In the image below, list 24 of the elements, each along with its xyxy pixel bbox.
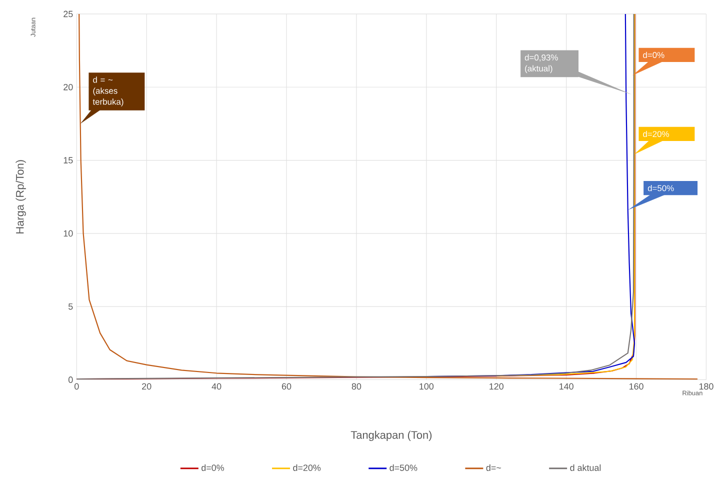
y-axis-title: Harga (Rp/Ton): [16, 160, 26, 234]
legend-label: d=50%: [390, 464, 418, 472]
x-tick-label: 120: [490, 383, 504, 390]
annotation: d=0,93% (aktual): [524, 54, 558, 74]
x-tick-label: 180: [699, 383, 714, 390]
x-axis-title: Tangkapan (Ton): [350, 430, 432, 442]
legend-label: d=20%: [293, 464, 321, 472]
legend-label: d=~: [486, 464, 501, 472]
x-tick-label: 100: [420, 383, 434, 390]
y-tick-label: 15: [64, 157, 73, 164]
x-tick-label: 140: [560, 383, 574, 390]
y-tick-label: 25: [64, 10, 73, 18]
legend-label: d aktual: [570, 464, 601, 472]
x-tick-label: 80: [352, 383, 362, 390]
x-tick-label: 160: [629, 383, 644, 390]
y-tick-label: 20: [64, 84, 73, 90]
y-tick-label: 10: [64, 230, 73, 237]
x-tick-label: 60: [282, 383, 292, 390]
y-tick-label: 5: [68, 304, 73, 310]
x-tick-label: 40: [212, 383, 222, 390]
y-tick-label: 0: [68, 376, 73, 384]
x-tick-label: 20: [142, 383, 152, 390]
x-tick-label: 0: [74, 383, 79, 390]
legend-label: d=0%: [202, 464, 224, 472]
